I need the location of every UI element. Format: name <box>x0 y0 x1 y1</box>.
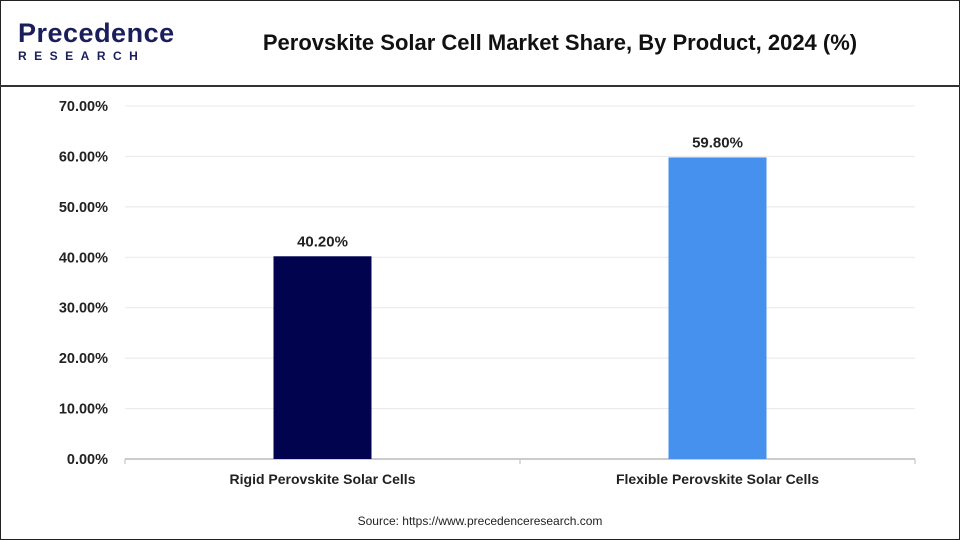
data-label: 40.20% <box>297 233 348 250</box>
bar <box>273 256 372 459</box>
y-tick-label: 40.00% <box>59 250 108 266</box>
y-tick-label: 50.00% <box>59 200 108 216</box>
y-tick-label: 10.00% <box>59 402 108 418</box>
logo-subtitle: RESEARCH <box>18 49 146 63</box>
logo-wordmark: Precedence <box>18 18 175 48</box>
bar <box>668 157 767 460</box>
chart-title: Perovskite Solar Cell Market Share, By P… <box>262 30 858 55</box>
y-tick-label: 0.00% <box>67 452 108 468</box>
y-tick-label: 20.00% <box>59 351 108 367</box>
data-label: 59.80% <box>692 134 743 151</box>
y-tick-label: 30.00% <box>59 301 108 317</box>
header-divider <box>0 85 960 87</box>
source-note: Source: https://www.precedenceresearch.c… <box>357 514 603 528</box>
logo: Precedence RESEARCH <box>18 18 175 64</box>
y-tick-label: 60.00% <box>59 149 108 165</box>
x-category-label: Flexible Perovskite Solar Cells <box>616 471 819 487</box>
y-tick-label: 70.00% <box>59 99 108 115</box>
x-category-label: Rigid Perovskite Solar Cells <box>230 471 416 487</box>
